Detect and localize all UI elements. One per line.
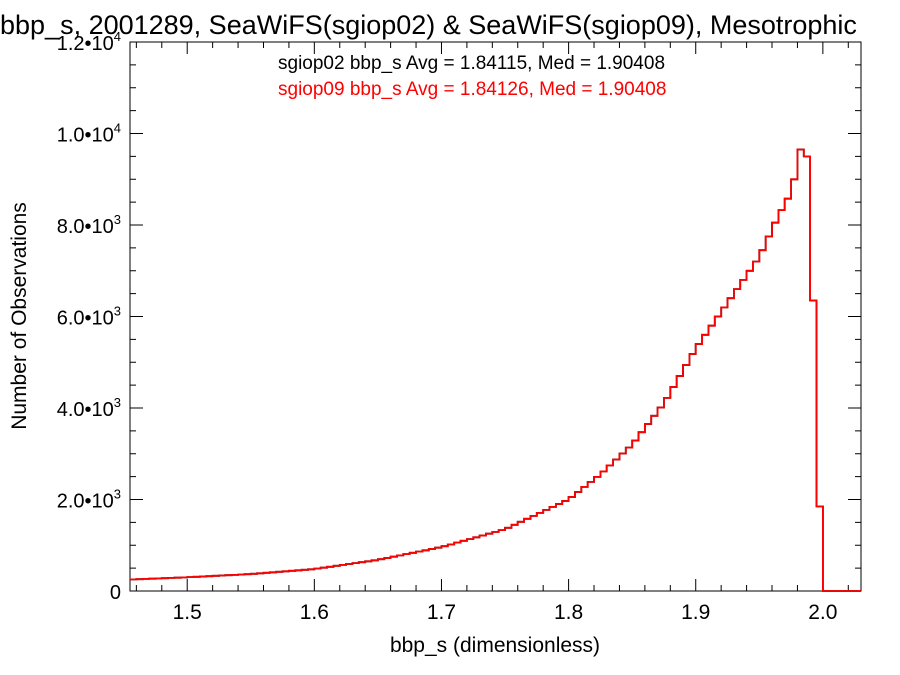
series-1-stats-label: sgiop02 bbp_s Avg = 1.84115, Med = 1.904… xyxy=(278,53,665,74)
x-axis-label: bbp_s (dimensionless) xyxy=(390,634,600,657)
x-tick-label: 1.5 xyxy=(173,601,202,624)
plot-frame xyxy=(129,41,862,592)
y-tick-label: 6.0•103 xyxy=(57,304,121,330)
y-tick-label: 4.0•103 xyxy=(57,395,121,421)
series-2-stats-label: sgiop09 bbp_s Avg = 1.84126, Med = 1.904… xyxy=(278,79,666,100)
x-tick-label: 2.0 xyxy=(808,601,837,624)
x-tick-label: 1.7 xyxy=(427,601,456,624)
y-axis-label: Number of Observations xyxy=(8,202,31,430)
chart-title: bbp_s, 2001289, SeaWiFS(sgiop02) & SeaWi… xyxy=(0,10,857,40)
series-layer xyxy=(130,148,861,592)
y-tick-label: 8.0•103 xyxy=(57,212,121,238)
x-axis: 1.5 1.6 1.7 1.8 1.9 2.0 xyxy=(135,42,849,624)
series-1-histogram-line xyxy=(130,148,861,592)
y-tick-label: 2.0•103 xyxy=(57,487,121,513)
y-axis: 0 2.0•103 4.0•103 6.0•103 8.0•103 1.0•104 1.2•… xyxy=(57,29,861,604)
x-tick-label: 1.8 xyxy=(554,601,583,624)
y-tick-label: 0 xyxy=(110,582,121,604)
x-tick-label: 1.6 xyxy=(300,601,329,624)
plot-area-border xyxy=(129,41,862,592)
x-tick-label: 1.9 xyxy=(681,601,710,624)
series-2-histogram-line xyxy=(130,148,861,592)
y-tick-label: 1.0•104 xyxy=(57,121,121,147)
y-tick-label: 1.2•104 xyxy=(57,29,121,55)
